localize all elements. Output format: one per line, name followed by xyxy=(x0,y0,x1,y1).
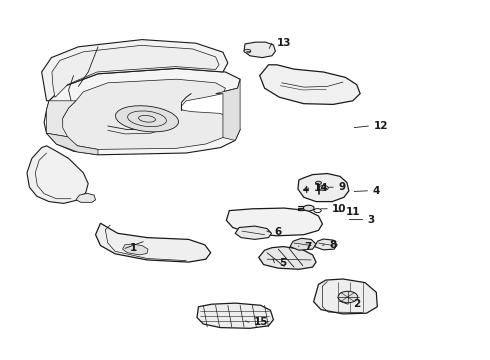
Ellipse shape xyxy=(316,181,321,184)
Polygon shape xyxy=(52,45,219,97)
Polygon shape xyxy=(47,133,98,155)
Text: 9: 9 xyxy=(338,182,345,192)
Polygon shape xyxy=(197,303,273,328)
Polygon shape xyxy=(27,146,88,203)
Text: 10: 10 xyxy=(332,204,347,214)
Text: 1: 1 xyxy=(130,243,137,253)
Text: 13: 13 xyxy=(277,38,292,48)
Polygon shape xyxy=(44,68,240,155)
Polygon shape xyxy=(298,174,349,202)
Polygon shape xyxy=(47,101,76,137)
Polygon shape xyxy=(315,239,337,250)
Text: 6: 6 xyxy=(274,227,282,237)
Text: 3: 3 xyxy=(368,215,375,225)
Text: 4: 4 xyxy=(372,186,380,196)
Text: 2: 2 xyxy=(353,299,360,309)
Polygon shape xyxy=(259,247,316,269)
Polygon shape xyxy=(216,79,240,140)
Polygon shape xyxy=(260,65,360,104)
Text: 14: 14 xyxy=(314,183,328,193)
Ellipse shape xyxy=(338,291,358,303)
Polygon shape xyxy=(76,193,96,202)
Polygon shape xyxy=(122,244,148,255)
Text: 11: 11 xyxy=(346,207,361,217)
Ellipse shape xyxy=(244,49,251,53)
Ellipse shape xyxy=(303,205,314,211)
Polygon shape xyxy=(244,42,275,58)
Text: 12: 12 xyxy=(373,121,388,131)
Polygon shape xyxy=(314,279,377,314)
Text: 15: 15 xyxy=(254,317,269,327)
Polygon shape xyxy=(61,79,230,149)
Ellipse shape xyxy=(116,106,178,132)
Polygon shape xyxy=(235,226,271,239)
Polygon shape xyxy=(42,40,228,101)
Text: 7: 7 xyxy=(304,242,311,252)
Polygon shape xyxy=(96,223,211,262)
Polygon shape xyxy=(290,238,316,250)
Text: 8: 8 xyxy=(329,240,337,250)
Text: 5: 5 xyxy=(279,258,287,268)
Polygon shape xyxy=(226,208,322,236)
Ellipse shape xyxy=(318,185,328,190)
Ellipse shape xyxy=(322,187,325,189)
